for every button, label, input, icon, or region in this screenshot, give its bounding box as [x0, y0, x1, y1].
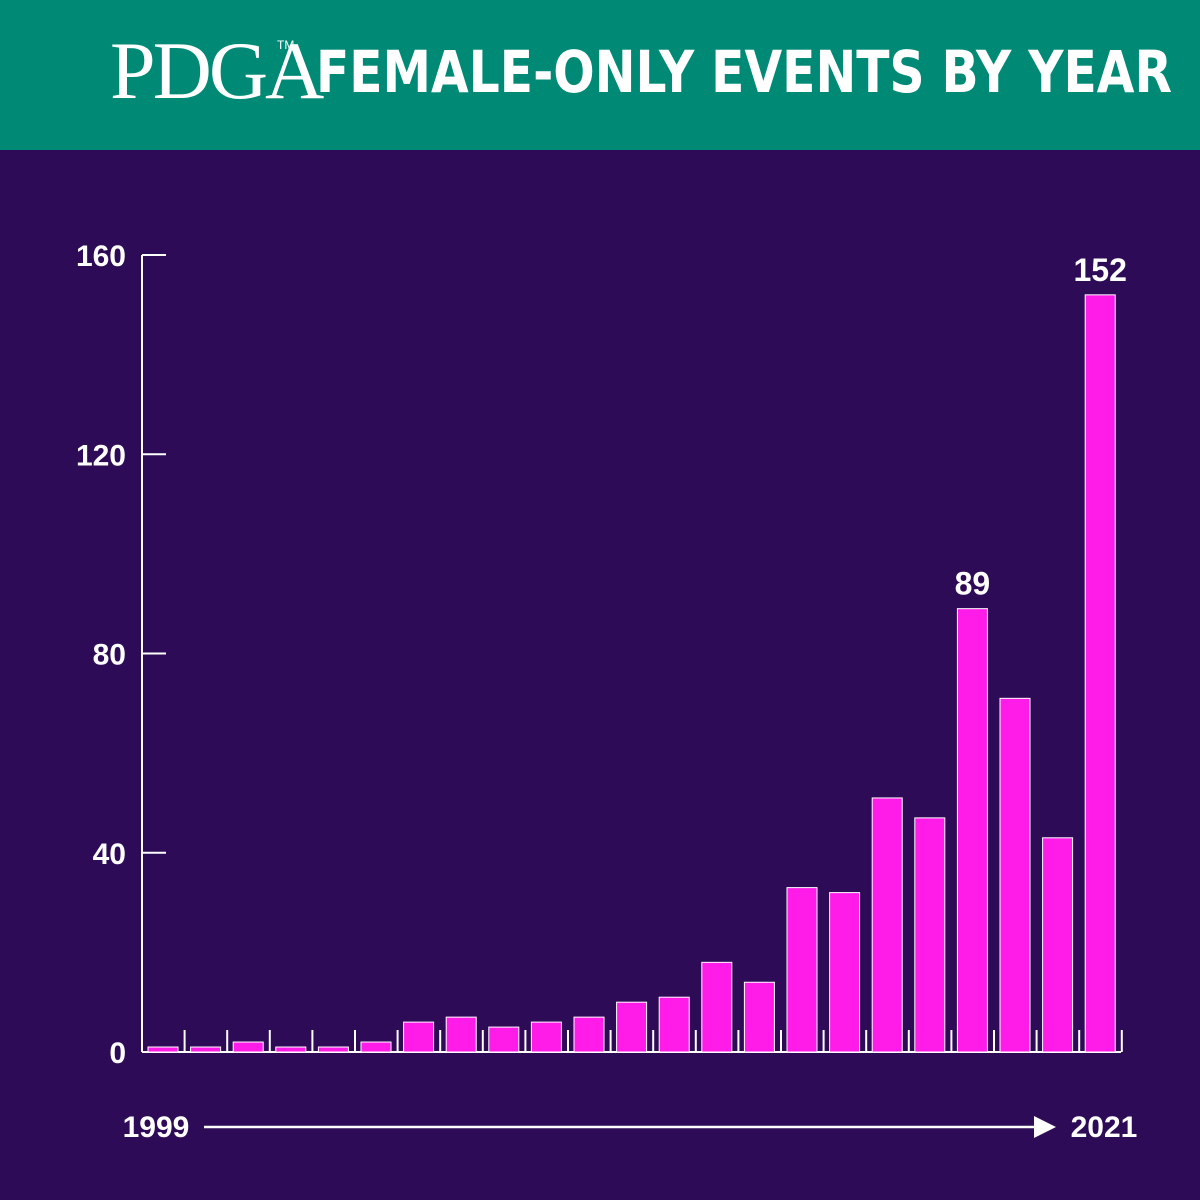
- data-label-2018: 89: [955, 566, 991, 602]
- arrowhead-icon: [1034, 1116, 1056, 1138]
- bar-2018: [956, 608, 988, 1053]
- bar-2014: [786, 887, 818, 1053]
- bar-2003: [317, 1046, 349, 1053]
- bar-2011: [658, 996, 690, 1053]
- header-banner: PDGA TM FEMALE-ONLY EVENTS BY YEAR: [0, 0, 1200, 150]
- trademark-mark: TM: [277, 38, 295, 52]
- bar-2017: [914, 817, 946, 1053]
- start-year-label: 1999: [123, 1111, 190, 1144]
- y-tick-label-120: 120: [76, 439, 126, 472]
- bar-2015: [829, 892, 861, 1053]
- bar-2019: [999, 697, 1031, 1053]
- bar-2013: [743, 981, 775, 1053]
- bar-2008: [530, 1021, 562, 1053]
- bar-2000: [190, 1046, 222, 1053]
- y-tick-label-80: 80: [93, 639, 126, 672]
- bar-2001: [232, 1041, 264, 1053]
- bar-2020: [1042, 837, 1074, 1053]
- data-label-2021: 152: [1074, 252, 1127, 288]
- bar-1999: [147, 1046, 179, 1053]
- bar-2021: [1084, 294, 1116, 1053]
- bar-2005: [403, 1021, 435, 1053]
- y-tick-label-40: 40: [93, 838, 126, 871]
- bar-2010: [616, 1001, 648, 1053]
- bar-2009: [573, 1016, 605, 1053]
- bar-2012: [701, 961, 733, 1053]
- end-year-label: 2021: [1071, 1111, 1138, 1144]
- bar-2016: [871, 797, 903, 1053]
- bar-2004: [360, 1041, 392, 1053]
- bar-2006: [445, 1016, 477, 1053]
- chart-title: FEMALE-ONLY EVENTS BY YEAR: [316, 38, 1173, 106]
- y-tick-label-0: 0: [109, 1037, 126, 1070]
- bar-2002: [275, 1046, 307, 1053]
- y-tick-label-160: 160: [76, 240, 126, 273]
- bar-2007: [488, 1026, 520, 1053]
- pdga-logo: PDGA: [110, 25, 324, 116]
